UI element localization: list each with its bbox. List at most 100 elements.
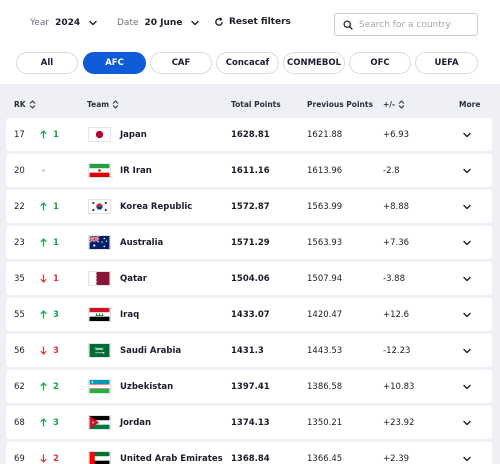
search-input[interactable] (359, 19, 469, 30)
table-row[interactable]: 55 3 Iraq 1433.07 1420.47 +12.6 (6, 298, 492, 331)
expand-row-button[interactable] (462, 442, 472, 464)
rank-movement: 1 (40, 226, 59, 259)
table-row[interactable]: 20 IR Iran 1611.16 1613.96 -2.8 (6, 154, 492, 187)
team-name[interactable]: Jordan (120, 417, 152, 428)
table-row[interactable]: 22 1 Korea Republic 1572.87 1563.99 +8.8… (6, 190, 492, 223)
points-diff: +23.92 (383, 417, 415, 428)
year-filter[interactable]: Year 2024 (30, 18, 98, 28)
rank-value: 69 (14, 453, 25, 464)
chevron-down-icon (463, 132, 471, 137)
expand-row-button[interactable] (462, 118, 472, 151)
team-name[interactable]: Iraq (120, 309, 140, 320)
rank-movement-value: 3 (53, 417, 59, 428)
expand-row-button[interactable] (462, 334, 472, 367)
previous-points: 1563.99 (307, 201, 343, 212)
tab-conmebol[interactable]: CONMEBOL (283, 52, 345, 74)
team-name[interactable]: Japan (120, 129, 147, 140)
table-row[interactable]: 62 2 Uzbekistan 1397.41 1386.58 +10.83 (6, 370, 492, 403)
date-filter-label: Date (117, 18, 139, 28)
points-diff: +8.88 (383, 201, 410, 212)
column-rank-label: RK (14, 100, 26, 109)
rank-value: 62 (14, 381, 25, 392)
total-points: 1571.29 (231, 237, 270, 248)
total-points: 1433.07 (231, 309, 270, 320)
country-search[interactable] (334, 13, 478, 36)
chevron-down-icon (463, 168, 471, 173)
sort-icon (398, 100, 405, 109)
japan-flag (88, 118, 111, 151)
total-points: 1431.3 (231, 345, 264, 356)
column-rank[interactable]: RK (14, 100, 36, 109)
team-name[interactable]: United Arab Emirates (120, 453, 223, 464)
table-row[interactable]: 17 1 Japan 1628.81 1621.88 +6.93 (6, 118, 492, 151)
team-name[interactable]: Korea Republic (120, 201, 193, 212)
chevron-down-icon (463, 420, 471, 425)
chevron-down-icon (191, 20, 200, 26)
team-name[interactable]: IR Iran (120, 165, 152, 176)
confederation-tabs: All AFC CAF Concacaf CONMEBOL OFC UEFA (0, 46, 500, 84)
team-name[interactable]: Australia (120, 237, 164, 248)
arrow-up-icon (40, 418, 47, 427)
column-team-label: Team (87, 100, 110, 109)
tab-caf[interactable]: CAF (150, 52, 212, 74)
total-points: 1572.87 (231, 201, 270, 212)
total-points: 1504.06 (231, 273, 270, 284)
expand-row-button[interactable] (462, 226, 472, 259)
expand-row-button[interactable] (462, 154, 472, 187)
table-row[interactable]: 56 3 Saudi Arabia 1431.3 1443.53 -12.23 (6, 334, 492, 367)
team-name[interactable]: Uzbekistan (120, 381, 174, 392)
team-name[interactable]: Qatar (120, 273, 147, 284)
iran-flag (88, 154, 111, 187)
year-filter-label: Year (30, 18, 50, 28)
table-row[interactable]: 69 2 United Arab Emirates 1368.84 1366.4… (6, 442, 492, 464)
tab-afc[interactable]: AFC (83, 52, 146, 74)
rank-movement-value: 1 (53, 201, 59, 212)
qatar-flag (88, 262, 111, 295)
expand-row-button[interactable] (462, 406, 472, 439)
tab-ofc[interactable]: OFC (349, 52, 411, 74)
arrow-up-icon (40, 382, 47, 391)
previous-points: 1563.93 (307, 237, 343, 248)
table-header: RK Team Total Points Previous Points +/-… (0, 92, 500, 116)
rank-movement-value: 1 (53, 273, 59, 284)
reset-icon (215, 17, 223, 26)
rank-movement: 2 (40, 442, 59, 464)
table-row[interactable]: 68 3 Jordan 1374.13 1350.21 +23.92 (6, 406, 492, 439)
rank-movement: 3 (40, 334, 59, 367)
arrow-up-icon (40, 130, 47, 139)
column-diff[interactable]: +/- (383, 100, 405, 109)
rank-value: 20 (14, 165, 25, 176)
rank-movement: 1 (40, 118, 59, 151)
previous-points: 1443.53 (307, 345, 343, 356)
arrow-up-icon (40, 310, 47, 319)
team-name[interactable]: Saudi Arabia (120, 345, 182, 356)
previous-points: 1621.88 (307, 129, 343, 140)
expand-row-button[interactable] (462, 262, 472, 295)
saudi-flag (88, 334, 111, 367)
column-team[interactable]: Team (87, 100, 119, 109)
rank-movement: 3 (40, 298, 59, 331)
tab-concacaf[interactable]: Concacaf (216, 52, 279, 74)
expand-row-button[interactable] (462, 370, 472, 403)
date-filter[interactable]: Date 20 June (117, 18, 200, 28)
rank-movement-value: 2 (53, 381, 59, 392)
total-points: 1374.13 (231, 417, 270, 428)
australia-flag (88, 226, 111, 259)
rank-movement-value: 2 (53, 453, 59, 464)
uzbekistan-flag (88, 370, 111, 403)
reset-filters-button[interactable]: Reset filters (214, 17, 291, 27)
rank-movement-value: 1 (53, 237, 59, 248)
table-row[interactable]: 23 1 Australia 1571.29 1563.93 +7.36 (6, 226, 492, 259)
tab-all[interactable]: All (16, 52, 78, 74)
column-diff-label: +/- (383, 100, 396, 109)
rank-value: 56 (14, 345, 25, 356)
total-points: 1611.16 (231, 165, 270, 176)
expand-row-button[interactable] (462, 190, 472, 223)
tab-uefa[interactable]: UEFA (415, 52, 478, 74)
previous-points: 1420.47 (307, 309, 343, 320)
rank-movement-value: 3 (53, 309, 59, 320)
rank-movement: 1 (40, 190, 59, 223)
points-diff: +12.6 (383, 309, 410, 320)
expand-row-button[interactable] (462, 298, 472, 331)
table-row[interactable]: 35 1 Qatar 1504.06 1507.94 -3.88 (6, 262, 492, 295)
